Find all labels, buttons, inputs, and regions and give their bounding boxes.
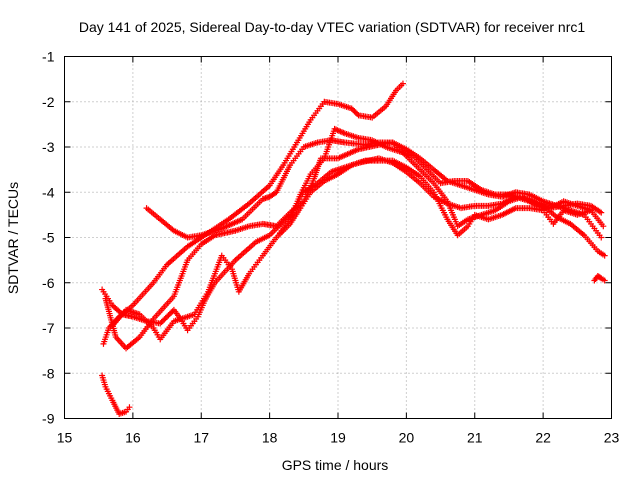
data-point bbox=[126, 404, 133, 411]
grid bbox=[64, 56, 612, 419]
x-tick-label: 18 bbox=[262, 430, 278, 446]
series-track-8 bbox=[591, 272, 608, 284]
y-tick-label: -8 bbox=[42, 365, 55, 381]
x-tick-label: 23 bbox=[604, 430, 620, 446]
x-tick-label: 22 bbox=[535, 430, 551, 446]
series-track-1 bbox=[100, 80, 406, 347]
data-point bbox=[598, 209, 605, 216]
series-track-7 bbox=[99, 372, 133, 417]
series-track-2 bbox=[143, 137, 607, 241]
y-tick-label: -5 bbox=[42, 230, 55, 246]
x-tick-label: 20 bbox=[399, 430, 415, 446]
data-point bbox=[598, 234, 605, 241]
data-point bbox=[168, 309, 175, 316]
x-tick-label: 15 bbox=[57, 430, 73, 446]
data-point bbox=[159, 317, 166, 324]
y-tick-label: -7 bbox=[42, 320, 55, 336]
x-tick-label: 16 bbox=[125, 430, 141, 446]
plot-frame bbox=[64, 56, 612, 419]
data-point bbox=[600, 223, 607, 230]
series-layer bbox=[99, 80, 608, 417]
y-tick-label: -6 bbox=[42, 275, 55, 291]
data-point bbox=[354, 110, 361, 117]
y-tick-label: -4 bbox=[42, 184, 55, 200]
data-point bbox=[161, 316, 168, 323]
series-track-5 bbox=[109, 157, 594, 343]
axis-ticks: 15 16 17 18 19 20 21 22 23 -1 -2 -3 -4 -5 -6 -7 -8 -9 bbox=[42, 49, 619, 446]
y-tick-label: -1 bbox=[42, 49, 55, 65]
data-point bbox=[399, 80, 406, 87]
series-track-3 bbox=[99, 155, 608, 334]
data-point bbox=[164, 313, 171, 320]
data-point bbox=[158, 319, 165, 326]
y-axis-label: SDTVAR / TECUs bbox=[5, 182, 21, 294]
data-point bbox=[348, 105, 355, 112]
x-tick-label: 17 bbox=[193, 430, 209, 446]
data-point bbox=[601, 252, 608, 259]
y-tick-label: -2 bbox=[42, 94, 55, 110]
data-point bbox=[351, 108, 358, 115]
x-axis-label: GPS time / hours bbox=[282, 457, 389, 473]
y-tick-label: -9 bbox=[42, 411, 55, 427]
chart-title: Day 141 of 2025, Sidereal Day-to-day VTE… bbox=[79, 19, 585, 35]
data-point bbox=[165, 312, 172, 319]
data-point bbox=[157, 320, 164, 327]
x-tick-label: 19 bbox=[330, 430, 346, 446]
data-point bbox=[352, 109, 359, 116]
data-point bbox=[601, 277, 608, 284]
data-point bbox=[162, 315, 169, 322]
y-tick-label: -3 bbox=[42, 139, 55, 155]
data-point bbox=[166, 310, 173, 317]
x-tick-label: 21 bbox=[467, 430, 483, 446]
data-point bbox=[350, 106, 357, 113]
series-track-6 bbox=[276, 125, 605, 236]
